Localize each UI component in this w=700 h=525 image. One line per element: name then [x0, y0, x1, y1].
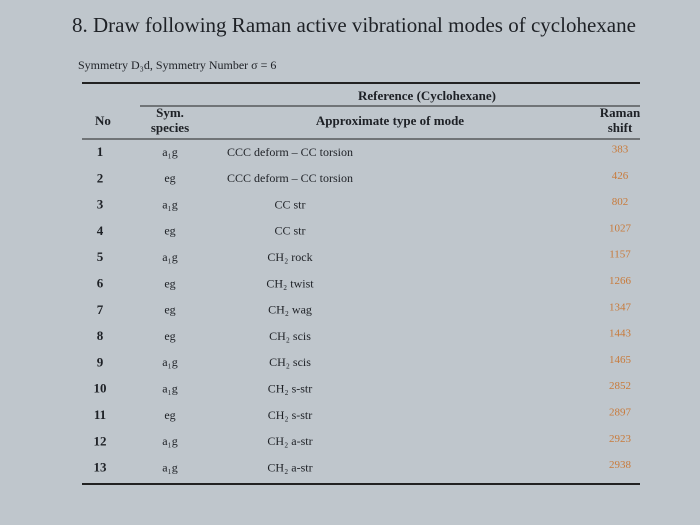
mode-type: CCC deform – CC torsion: [227, 171, 353, 185]
raman-shift: 2923: [609, 433, 632, 445]
mode-type: CH₂ s-str: [268, 408, 313, 422]
mode-type: CH₂ rock: [267, 250, 312, 264]
row-number: 8: [97, 328, 104, 343]
mode-type: CH₂ twist: [266, 276, 314, 290]
symmetry-species: a₁g: [162, 197, 178, 211]
group-header: Reference (Cyclohexane): [358, 88, 496, 103]
mode-type: CH₂ scis: [269, 329, 311, 343]
raman-shift: 426: [612, 170, 629, 182]
row-number: 1: [97, 144, 104, 159]
row-number: 3: [97, 197, 104, 212]
raman-shift: 1347: [609, 301, 632, 313]
raman-shift: 2852: [609, 380, 631, 392]
symmetry-species: eg: [164, 276, 175, 290]
raman-shift: 1465: [609, 354, 632, 366]
mode-type: CH₂ s-str: [268, 381, 313, 395]
raman-shift: 2938: [609, 459, 632, 471]
subtitle: Symmetry D₃d, Symmetry Number σ = 6: [78, 58, 276, 72]
mode-type: CC str: [274, 224, 305, 238]
row-number: 13: [94, 460, 108, 475]
row-number: 10: [94, 381, 107, 396]
mode-type: CC str: [274, 197, 305, 211]
row-number: 6: [97, 275, 104, 290]
row-number: 12: [94, 433, 107, 448]
row-number: 11: [94, 407, 106, 422]
symmetry-species: a₁g: [162, 145, 178, 159]
row-number: 7: [97, 302, 104, 317]
mode-type: CH₂ a-str: [267, 460, 312, 474]
raman-shift: 1157: [609, 249, 631, 261]
symmetry-species: a₁g: [162, 381, 178, 395]
symmetry-species: a₁g: [162, 355, 178, 369]
column-header: Approximate type of mode: [316, 113, 464, 128]
mode-type: CH₂ a-str: [267, 434, 312, 448]
raman-shift: 383: [612, 144, 629, 156]
symmetry-species: a₁g: [162, 434, 178, 448]
raman-shift: 1443: [609, 328, 632, 340]
symmetry-species: eg: [164, 171, 175, 185]
symmetry-species: eg: [164, 329, 175, 343]
raman-shift: 802: [612, 196, 629, 208]
row-number: 5: [97, 249, 104, 264]
mode-type: CH₂ wag: [268, 303, 312, 317]
column-header: No: [95, 113, 111, 128]
symmetry-species: eg: [164, 303, 175, 317]
column-header: Raman shift: [600, 105, 641, 135]
row-number: 9: [97, 354, 104, 369]
mode-type: CH₂ scis: [269, 355, 311, 369]
symmetry-species: a₁g: [162, 460, 178, 474]
column-header: Sym. species: [151, 105, 189, 135]
row-number: 2: [97, 170, 104, 185]
symmetry-species: a₁g: [162, 250, 178, 264]
symmetry-species: eg: [164, 224, 175, 238]
raman-shift: 1027: [609, 222, 632, 234]
mode-type: CCC deform – CC torsion: [227, 145, 353, 159]
raman-shift: 2897: [609, 407, 632, 419]
row-number: 4: [97, 223, 104, 238]
title: 8. Draw following Raman active vibration…: [72, 13, 636, 37]
symmetry-species: eg: [164, 408, 175, 422]
raman-shift: 1266: [609, 275, 632, 287]
